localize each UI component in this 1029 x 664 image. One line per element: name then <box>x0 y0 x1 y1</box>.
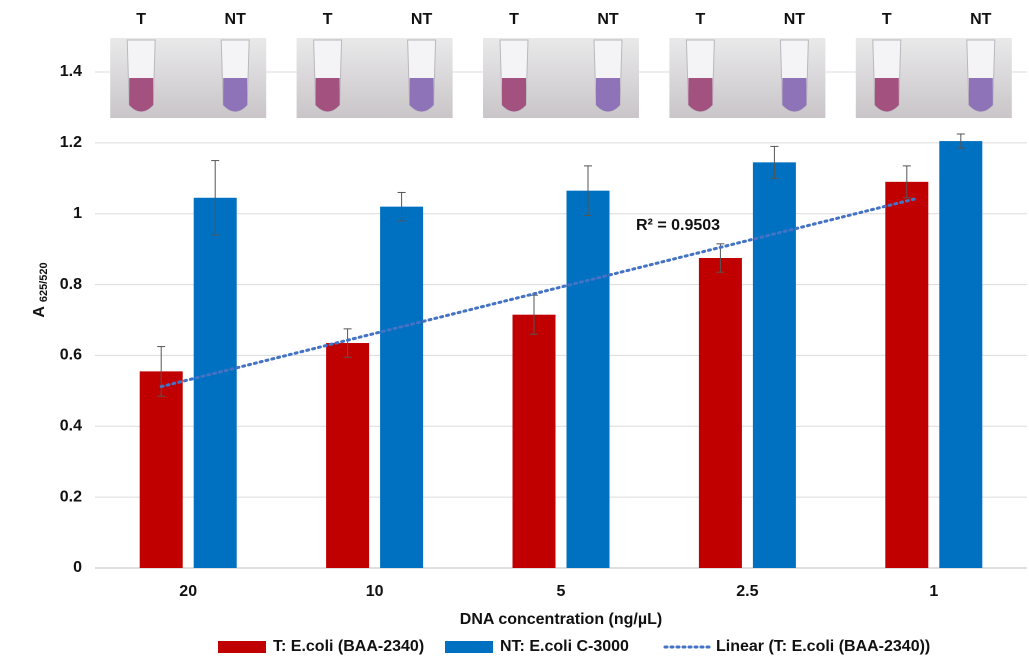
bar <box>326 343 370 568</box>
tube-label: T <box>882 11 892 28</box>
y-tick-label: 0.4 <box>60 418 82 435</box>
bar <box>566 190 610 568</box>
error-bar <box>343 328 352 358</box>
tube-label: NT <box>225 11 247 28</box>
error-bar <box>211 160 220 236</box>
tube-photo <box>483 38 639 118</box>
bar <box>380 206 424 568</box>
error-bar <box>397 191 406 222</box>
tube-label: T <box>136 11 146 28</box>
error-bar <box>902 165 911 199</box>
tube-label: NT <box>784 11 806 28</box>
legend-swatch <box>445 641 493 653</box>
tube-label: NT <box>970 11 992 28</box>
x-tick-label: 10 <box>366 583 384 600</box>
tube-label: NT <box>597 11 619 28</box>
tube-label: T <box>696 11 706 28</box>
x-tick-label: 5 <box>557 583 566 600</box>
y-tick-label: 1 <box>73 205 82 222</box>
tube-liquid <box>129 78 154 112</box>
tube-label: NT <box>411 11 433 28</box>
bar <box>139 371 183 568</box>
x-tick-label: 2.5 <box>736 583 758 600</box>
y-tick-label: 1.4 <box>60 63 82 80</box>
bar <box>939 141 983 569</box>
x-tick-label: 1 <box>929 583 938 600</box>
tube-label: T <box>509 11 519 28</box>
tube-photo <box>855 38 1012 118</box>
y-tick-label: 0 <box>73 559 82 576</box>
trendline-annotation: R² = 0.9503 <box>636 217 720 234</box>
y-axis-label-main: A <box>31 306 48 318</box>
legend-label: Linear (T: E.coli (BAA-2340)) <box>716 638 930 655</box>
bar <box>885 181 929 569</box>
error-bar <box>770 145 779 179</box>
y-tick-label: 0.8 <box>60 276 82 293</box>
bar <box>193 197 237 568</box>
y-tick-label: 1.2 <box>60 134 82 151</box>
legend-swatch <box>218 641 266 653</box>
tube-label: T <box>323 11 333 28</box>
y-axis-label-sub: 625/520 <box>38 262 50 302</box>
tube-liquid <box>782 78 807 112</box>
tube-photo <box>296 38 453 118</box>
tube-liquid <box>502 78 526 112</box>
bar <box>752 162 796 569</box>
error-bar <box>956 133 965 149</box>
y-tick-label: 0.6 <box>60 347 82 364</box>
legend-label: NT: E.coli C-3000 <box>500 638 629 655</box>
bar <box>698 258 742 568</box>
trendline <box>159 196 919 389</box>
bar <box>512 314 556 568</box>
tube-liquid <box>688 78 713 112</box>
tube-liquid <box>968 78 993 112</box>
error-bar <box>584 165 592 216</box>
tube-liquid <box>223 78 248 112</box>
y-tick-label: 0.2 <box>60 488 82 505</box>
tube-liquid <box>315 78 340 112</box>
tube-photo <box>669 38 826 118</box>
tube-photo <box>110 38 267 118</box>
tube-liquid <box>596 78 620 112</box>
x-tick-label: 20 <box>179 583 197 600</box>
legend-label: T: E.coli (BAA-2340) <box>273 638 424 655</box>
y-axis-label: A 625/520 <box>31 262 50 317</box>
tube-liquid <box>874 78 899 112</box>
tube-liquid <box>409 78 434 112</box>
x-axis-label: DNA concentration (ng/µL) <box>460 611 662 628</box>
